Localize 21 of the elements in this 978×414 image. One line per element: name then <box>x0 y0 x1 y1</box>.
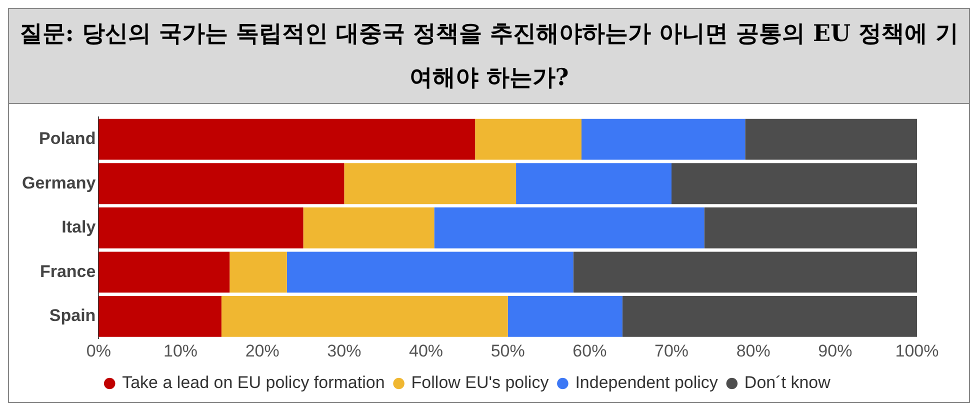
x-tick-label: 40% <box>409 341 444 360</box>
y-tick-label: Spain <box>49 306 96 326</box>
x-tick-label: 50% <box>490 341 525 360</box>
x-tick-label: 90% <box>818 341 852 360</box>
x-tick-label: 60% <box>572 341 607 360</box>
x-tick-label: 70% <box>654 341 689 360</box>
x-tick-label: 10% <box>164 341 198 360</box>
x-tick-label: 0% <box>86 341 111 360</box>
legend-label: Independent policy <box>575 373 718 392</box>
y-tick-label: Germany <box>22 173 96 192</box>
legend-label: Don´t know <box>744 373 832 392</box>
legend-label: Take a lead on EU policy formation <box>122 373 385 392</box>
y-tick-label: Poland <box>39 129 96 148</box>
y-tick-label: Italy <box>62 218 96 237</box>
x-tick-label: 30% <box>327 341 362 360</box>
legend-label: Follow EU's policy <box>411 373 550 392</box>
x-tick-label: 20% <box>245 341 280 360</box>
y-tick-label: France <box>40 262 96 281</box>
x-tick-label: 100% <box>895 341 939 360</box>
x-tick-label: 80% <box>736 341 770 360</box>
chart-title: 질문: 당신의 국가는 독립적인 대중국 정책을 추진해야하는가 아니면 공통의 EU 정책에 기여해야 하는가? <box>9 9 969 104</box>
